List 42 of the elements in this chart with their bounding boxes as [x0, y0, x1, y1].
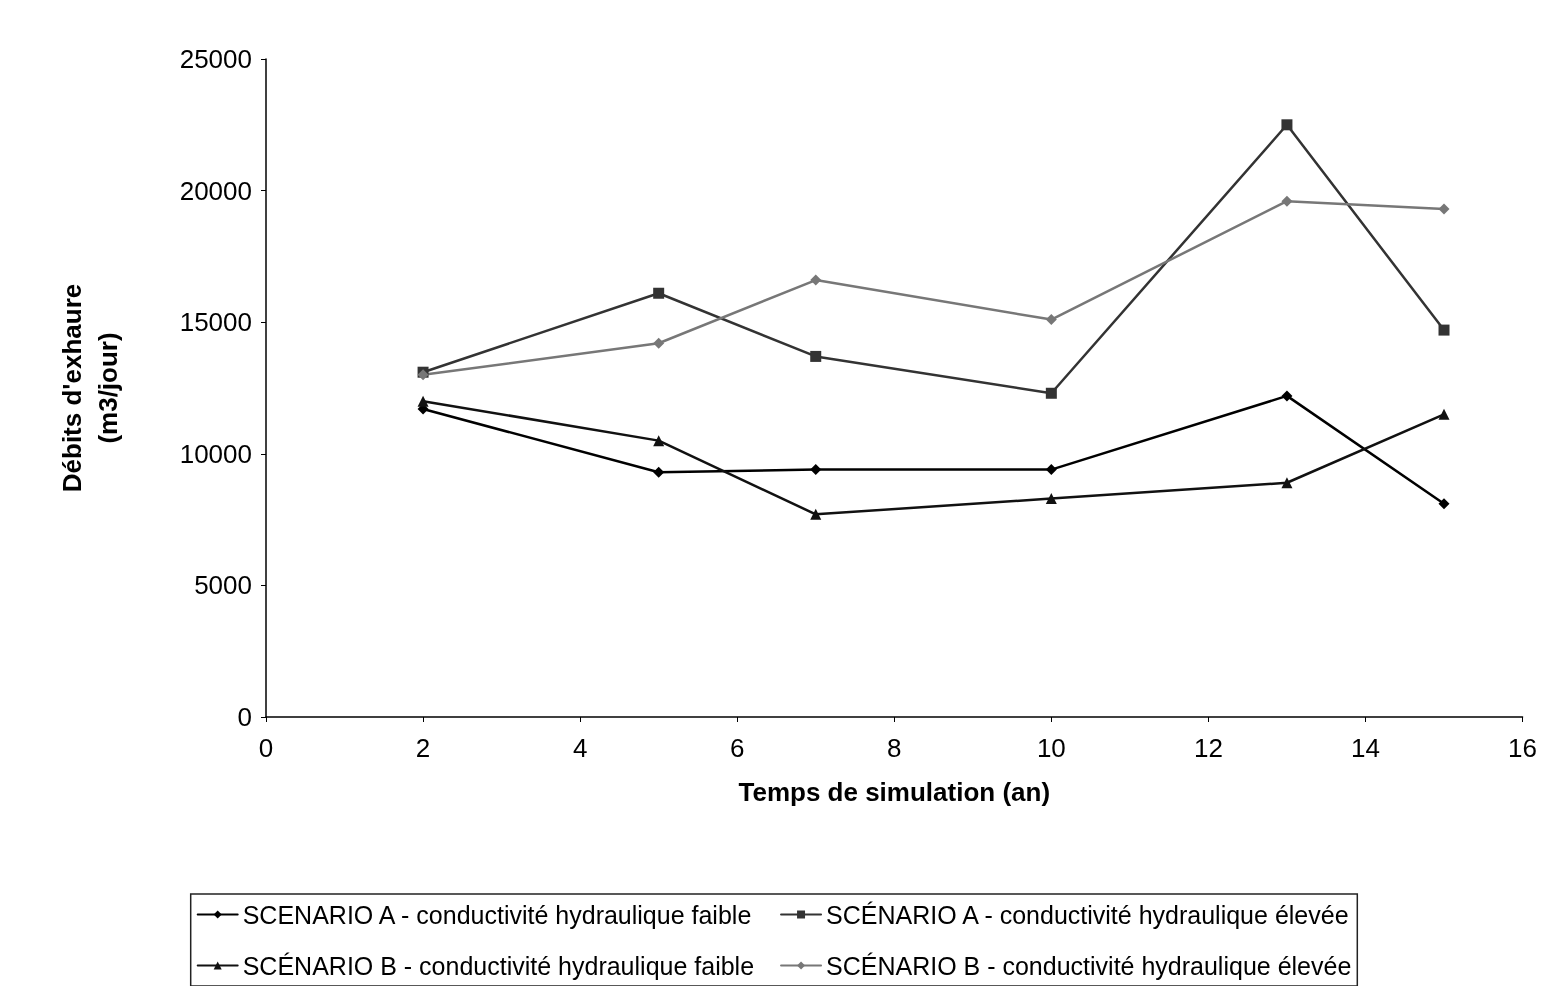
x-tick-label: 0 — [258, 733, 274, 763]
x-tick-label: 12 — [1193, 733, 1223, 763]
x-tick-label: 6 — [729, 733, 745, 763]
legend-label: SCÉNARIO B - conductivité hydraulique faible — [242, 951, 755, 980]
x-tick-label: 8 — [887, 733, 902, 763]
y-tick-label: 20000 — [179, 175, 252, 206]
point — [1281, 390, 1293, 402]
point — [1281, 477, 1293, 489]
point — [1045, 493, 1057, 505]
x-tick-label: 2 — [415, 733, 431, 763]
point — [810, 464, 822, 476]
point — [653, 287, 665, 299]
y-tick-label: 5000 — [194, 570, 252, 601]
point — [1438, 203, 1450, 215]
y-tick-label: 0 — [237, 702, 252, 732]
x-axis-title: Temps de simulation (an) — [738, 777, 1051, 807]
legend-label: SCENARIO A - conductivité hydraulique faible — [242, 900, 752, 929]
x-tick-label: 10 — [1036, 733, 1066, 763]
point — [1281, 195, 1293, 207]
point — [417, 395, 429, 407]
x-tick-label: 16 — [1508, 733, 1537, 763]
point — [810, 508, 822, 520]
y-tick-label: 25000 — [179, 44, 252, 74]
point — [1045, 387, 1057, 399]
point — [810, 274, 822, 286]
point — [653, 337, 665, 349]
point — [1438, 498, 1450, 510]
y-tick-label: 15000 — [179, 307, 252, 338]
y-axis-title: Débits d'exhaure (m3/jour) — [57, 283, 123, 493]
x-tick-label: 14 — [1351, 733, 1380, 763]
point — [1438, 408, 1450, 420]
y-tick-label: 10000 — [179, 438, 252, 469]
point — [1438, 324, 1450, 336]
point — [653, 435, 665, 447]
legend-label: SCÉNARIO B - conductivité hydraulique élevée — [826, 951, 1352, 980]
point — [810, 350, 822, 362]
x-tick-label: 4 — [572, 733, 588, 763]
legend-label: SCÉNARIO A - conductivité hydraulique élevée — [826, 900, 1349, 929]
point — [1045, 314, 1057, 326]
point — [1045, 464, 1057, 476]
point — [653, 466, 665, 478]
point — [1281, 119, 1293, 131]
